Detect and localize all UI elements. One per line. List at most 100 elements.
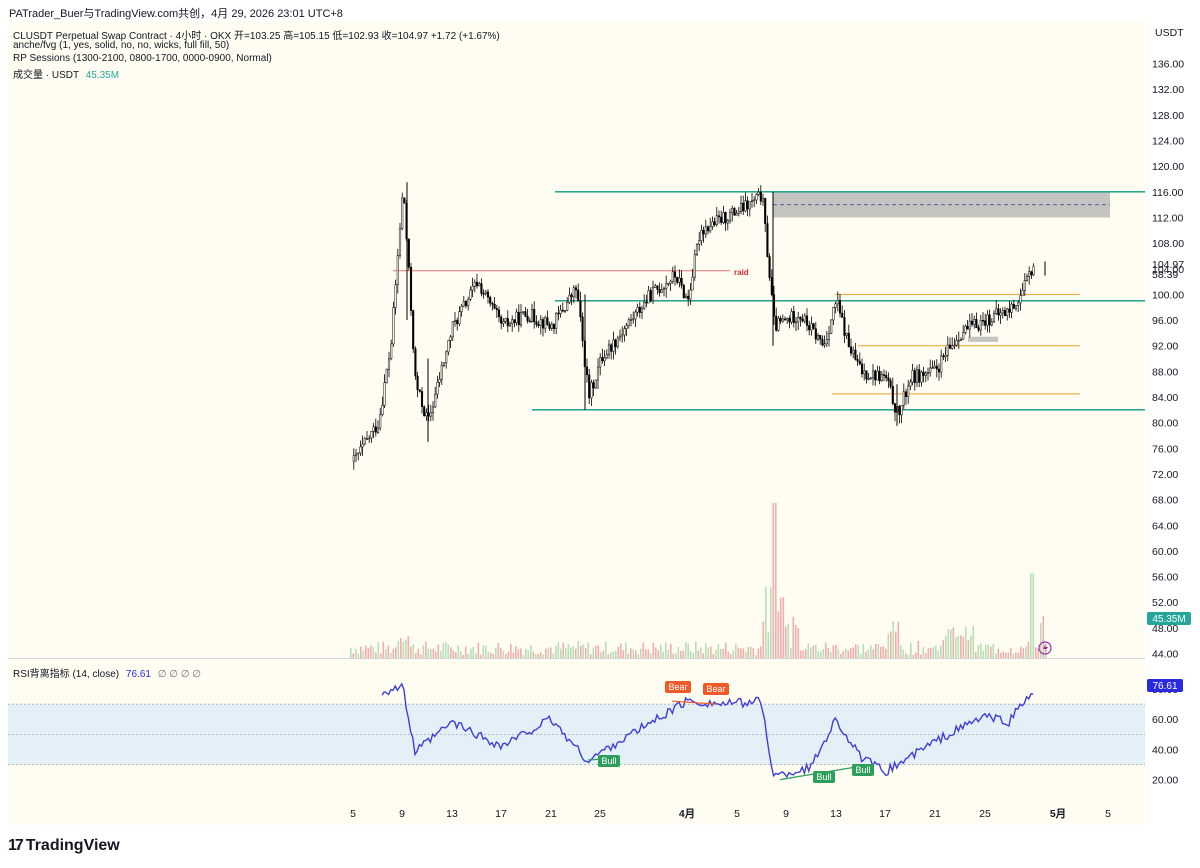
volume-bar xyxy=(845,648,847,658)
time-axis-background xyxy=(8,803,1145,825)
volume-bar xyxy=(595,645,597,658)
candle-body xyxy=(979,319,982,331)
volume-bar xyxy=(880,646,882,658)
candle-body xyxy=(456,320,459,325)
symbol-legend[interactable]: CLUSDT Perpetual Swap Contract · 4小时 · O… xyxy=(13,31,500,42)
candle-body xyxy=(656,285,659,290)
candle-body xyxy=(720,216,723,223)
candle-body xyxy=(1006,308,1009,316)
candle-body xyxy=(607,344,611,355)
volume-bar xyxy=(722,648,725,658)
volume-bar xyxy=(392,648,395,658)
time-tick-label: 9 xyxy=(399,808,405,820)
time-tick-label: 25 xyxy=(594,808,606,820)
volume-bar xyxy=(740,648,742,658)
candle-body xyxy=(577,289,580,302)
lightning-icon[interactable] xyxy=(1038,641,1052,655)
candle-body xyxy=(572,287,575,298)
volume-legend[interactable]: 成交量 · USDT 45.35M xyxy=(13,66,119,81)
volume-bar xyxy=(940,645,942,658)
volume-bar xyxy=(622,650,625,658)
volume-bar xyxy=(935,645,937,658)
volume-bar xyxy=(932,647,935,658)
volume-bar xyxy=(540,652,542,658)
candle-body xyxy=(761,198,765,202)
volume-bar xyxy=(525,648,527,658)
candle-body xyxy=(440,365,443,380)
volume-bar xyxy=(357,653,360,658)
volume-bar xyxy=(635,650,637,658)
volume-bar xyxy=(510,643,512,658)
rsi-legend[interactable]: RSI背离指标 (14, close) 76.61 ∅ ∅ ∅ ∅ xyxy=(13,665,201,680)
volume-bar xyxy=(1005,652,1007,658)
bear-divergence-label-1: Bear xyxy=(665,681,691,693)
volume-bar xyxy=(437,644,440,658)
volume-bar xyxy=(460,651,462,658)
volume-bar xyxy=(925,653,927,658)
candle-body xyxy=(453,320,457,322)
volume-legend-label: 成交量 · USDT xyxy=(13,70,79,81)
volume-bar xyxy=(385,649,387,658)
candle-body xyxy=(458,311,461,325)
volume-bar xyxy=(462,654,465,658)
candle-body xyxy=(651,287,655,302)
volume-bar xyxy=(837,648,840,658)
candle-body xyxy=(643,301,646,309)
volume-bar xyxy=(662,651,665,658)
candle-body xyxy=(517,311,520,326)
candle-body xyxy=(854,349,857,360)
candle-body xyxy=(882,374,886,376)
volume-bar xyxy=(547,647,550,658)
volume-bar xyxy=(592,648,595,658)
candle-body xyxy=(544,317,547,329)
volume-bar xyxy=(697,650,700,658)
candle-body xyxy=(530,309,534,322)
candle-body xyxy=(599,357,602,368)
volume-bar xyxy=(830,651,832,658)
rsi-legend-label: RSI背离指标 (14, close) xyxy=(13,669,120,680)
candle-body xyxy=(940,355,943,373)
candle-body xyxy=(396,255,399,285)
volume-bar xyxy=(970,635,972,658)
candle-body xyxy=(759,191,762,202)
volume-bar xyxy=(747,647,750,658)
time-tick-label: 5 xyxy=(350,808,356,820)
price-tick-label: 80.00 xyxy=(1152,418,1178,430)
price-tick-label: 136.00 xyxy=(1152,59,1184,71)
volume-bar xyxy=(737,647,740,658)
volume-bar xyxy=(367,648,370,658)
candle-body xyxy=(724,212,727,224)
candle-body xyxy=(942,355,945,358)
volume-bar xyxy=(785,626,787,658)
volume-bar xyxy=(552,653,555,658)
candle-body xyxy=(574,287,578,291)
volume-bar xyxy=(352,653,355,658)
volume-bar xyxy=(705,643,707,658)
volume-bar xyxy=(490,652,492,658)
tradingview-logo[interactable]: 17 TradingView xyxy=(8,836,120,856)
currency-label[interactable]: USDT xyxy=(1155,27,1184,39)
candle-body xyxy=(361,443,364,448)
indicator-legend-rp-sessions[interactable]: RP Sessions (1300-2100, 0800-1700, 0000-… xyxy=(13,53,272,64)
volume-bar xyxy=(890,631,892,658)
candle-body xyxy=(830,319,833,334)
volume-bar xyxy=(972,626,975,658)
volume-bar xyxy=(885,648,887,658)
candle-body xyxy=(647,290,650,304)
volume-bar xyxy=(980,643,982,658)
volume-bar xyxy=(517,649,520,658)
volume-bar xyxy=(1015,652,1017,658)
candle-body xyxy=(915,369,919,383)
candle-body xyxy=(381,405,384,415)
candle-body xyxy=(713,221,716,226)
svg-text:Bull: Bull xyxy=(601,756,616,766)
time-tick-label: 17 xyxy=(879,808,891,820)
time-tick-label: 17 xyxy=(495,808,507,820)
indicator-legend-anche-fvg[interactable]: anche/fvg (1, yes, solid, no, no, wicks,… xyxy=(13,40,230,51)
volume-bar xyxy=(772,503,775,658)
volume-bar xyxy=(915,652,917,658)
candle-body xyxy=(984,320,987,326)
volume-bar xyxy=(452,650,455,658)
candle-body xyxy=(365,438,369,440)
